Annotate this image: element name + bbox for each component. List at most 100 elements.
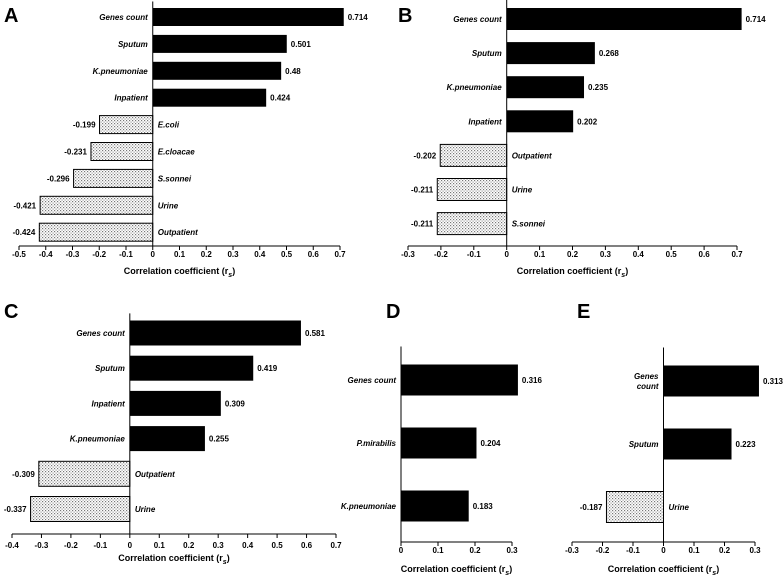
x-axis-title-b: Correlation coefficient (rs): [517, 266, 628, 279]
value-label-a-e-coli: -0.199: [73, 121, 96, 130]
panel-c: C 0.581 Genes count 0.419 Sputum 0.309 Inpatie…: [4, 301, 342, 566]
category-label-b-genes-count: Genes count: [453, 15, 502, 24]
bar-c-inpatient: [129, 390, 221, 416]
tick-label-e: 0: [661, 546, 666, 555]
bar-d-p-mirabilis: [401, 427, 477, 459]
panel-d: D 0.316 Genes count 0.204 P.mirabilis 0.183 K.…: [341, 301, 543, 576]
tick-label-c: 0.4: [242, 541, 254, 550]
tick-label-e: 0.1: [688, 546, 700, 555]
category-label-a-inpatient: Inpatient: [114, 94, 148, 103]
tick-label-e: -0.3: [565, 546, 579, 555]
category-label-a-e-coli: E.coli: [158, 121, 180, 130]
category-label-d-k-pneumoniae: K.pneumoniae: [341, 502, 397, 511]
value-label-e-genes-count: 0.313: [763, 377, 783, 386]
category-label-c-inpatient: Inpatient: [91, 399, 125, 408]
bar-c-urine: [30, 496, 131, 522]
tick-label-c: 0.6: [301, 541, 313, 550]
value-label-a-urine: -0.421: [13, 201, 36, 210]
tick-label-c: 0.7: [330, 541, 342, 550]
bar-a-outpatient: [38, 222, 154, 242]
bar-b-outpatient: [439, 143, 508, 167]
tick-label-a: -0.3: [66, 250, 80, 259]
tick-label-b: 0: [504, 250, 509, 259]
category-label-c-genes-count: Genes count: [76, 329, 125, 338]
tick-label-a: 0: [151, 250, 156, 259]
value-label-a-sputum: 0.501: [291, 40, 312, 49]
tick-label-c: 0.1: [154, 541, 166, 550]
tick-label-c: 0: [128, 541, 133, 550]
category-label-d-p-mirabilis: P.mirabilis: [357, 439, 397, 448]
category-label-b-sputum: Sputum: [472, 49, 502, 58]
tick-label-c: -0.1: [93, 541, 107, 550]
value-label-a-k-pneumoniae: 0.48: [285, 67, 301, 76]
value-label-a-inpatient: 0.424: [270, 94, 291, 103]
bar-a-k-pneumoniae: [152, 61, 282, 80]
bar-b-genes-count: [506, 8, 742, 30]
value-label-b-inpatient: 0.202: [577, 117, 598, 126]
tick-label-c: -0.3: [35, 541, 49, 550]
tick-label-e: 0.2: [719, 546, 731, 555]
value-label-b-sputum: 0.268: [599, 49, 620, 58]
value-label-a-s-sonnei: -0.296: [47, 174, 70, 183]
value-label-b-outpatient: -0.202: [414, 151, 437, 160]
panel-e-letter: E: [577, 301, 590, 323]
bar-b-s-sonnei: [436, 212, 508, 236]
x-axis-title-a: Correlation coefficient (rs): [124, 266, 235, 279]
tick-label-a: 0.4: [254, 250, 266, 259]
value-label-b-k-pneumoniae: 0.235: [588, 83, 609, 92]
tick-label-a: 0.7: [334, 250, 346, 259]
bar-c-sputum: [129, 355, 254, 381]
category-label-c-outpatient: Outpatient: [135, 470, 175, 479]
tick-label-d: 0.1: [432, 546, 444, 555]
tick-label-c: 0.5: [272, 541, 284, 550]
value-label-a-genes-count: 0.714: [348, 13, 369, 22]
tick-label-a: -0.5: [12, 250, 26, 259]
bar-e-urine: [605, 491, 665, 523]
panel-e: E 0.313 Genes count 0.223 Sputum -0.187 Urine -0…: [565, 301, 783, 576]
tick-label-a: 0.2: [201, 250, 213, 259]
tick-label-d: 0.3: [506, 546, 518, 555]
bar-a-s-sonnei: [73, 168, 154, 188]
tick-label-b: 0.5: [666, 250, 678, 259]
tick-label-b: 0.2: [567, 250, 579, 259]
bar-b-urine: [436, 178, 508, 201]
tick-label-c: 0.2: [183, 541, 195, 550]
tick-label-a: -0.4: [39, 250, 53, 259]
category-label-b-k-pneumoniae: K.pneumoniae: [447, 83, 503, 92]
category-label-a-k-pneumoniae: K.pneumoniae: [93, 67, 149, 76]
category-label-b-outpatient: Outpatient: [512, 151, 552, 160]
bar-a-genes-count: [152, 8, 344, 26]
category-label-c-urine: Urine: [135, 505, 156, 514]
bar-e-genes-count: [663, 365, 759, 397]
tick-label-a: 0.6: [308, 250, 320, 259]
value-label-c-genes-count: 0.581: [305, 329, 326, 338]
panel-a-letter: A: [4, 5, 18, 27]
category-label-a-urine: Urine: [158, 201, 179, 210]
tick-label-a: 0.3: [227, 250, 239, 259]
panel-c-letter: C: [4, 301, 18, 323]
value-label-c-k-pneumoniae: 0.255: [209, 435, 230, 444]
bar-a-e-coli: [99, 115, 154, 135]
tick-label-e: 0.3: [749, 546, 761, 555]
tick-label-d: 0: [399, 546, 404, 555]
tick-label-c: -0.2: [64, 541, 78, 550]
bar-d-genes-count: [401, 364, 518, 396]
bar-c-k-pneumoniae: [129, 426, 205, 452]
tick-label-c: 0.3: [213, 541, 225, 550]
value-label-e-urine: -0.187: [580, 503, 603, 512]
category-label-a-outpatient: Outpatient: [158, 228, 198, 237]
tick-label-b: -0.3: [401, 250, 415, 259]
value-label-b-urine: -0.211: [411, 186, 434, 195]
value-label-a-outpatient: -0.424: [13, 228, 36, 237]
category-label-e-genes-count: Genes count: [634, 372, 659, 391]
x-axis-title-e: Correlation coefficient (rs): [608, 564, 719, 576]
bar-b-k-pneumoniae: [506, 76, 585, 99]
tick-label-b: 0.7: [731, 250, 743, 259]
category-label-a-genes-count: Genes count: [99, 13, 148, 22]
category-label-b-inpatient: Inpatient: [468, 117, 502, 126]
value-label-c-sputum: 0.419: [257, 364, 278, 373]
panel-a: A 0.714 Genes count 0.501 Sputum 0.48 K.pneumo…: [4, 1, 369, 279]
bar-b-sputum: [506, 42, 595, 65]
value-label-c-inpatient: 0.309: [225, 399, 246, 408]
